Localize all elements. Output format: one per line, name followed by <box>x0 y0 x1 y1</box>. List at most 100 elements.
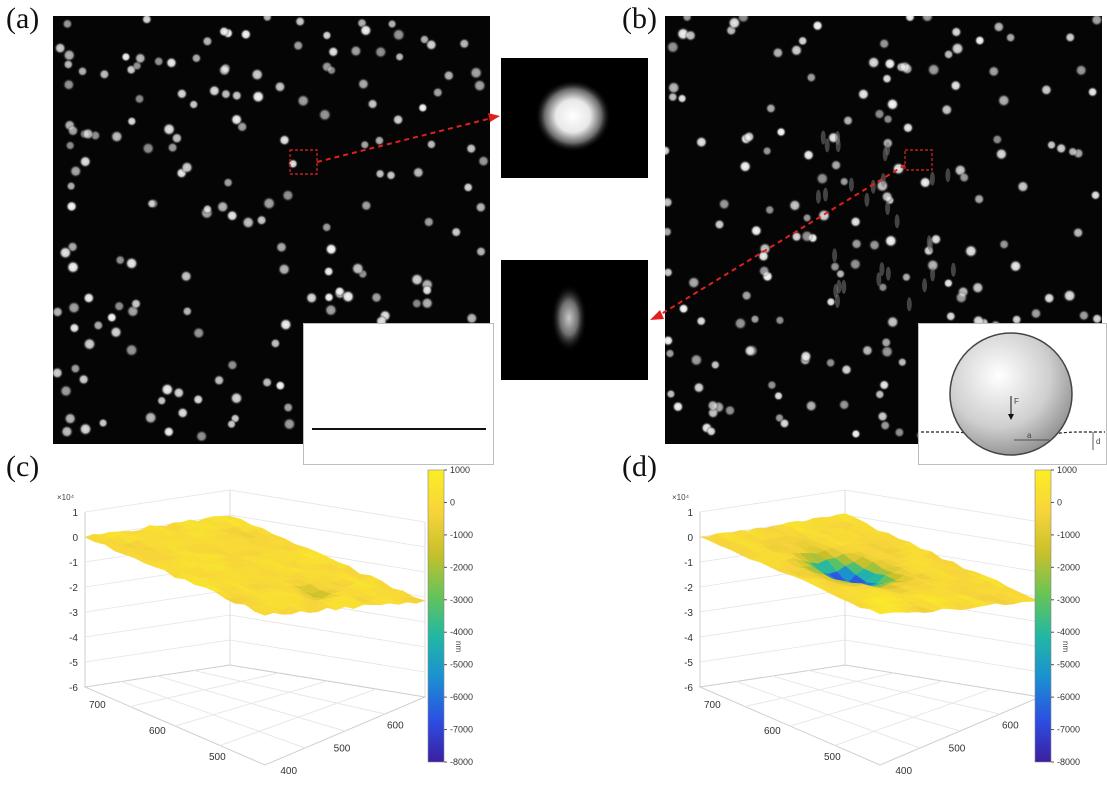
defocused-bead <box>894 214 900 229</box>
defocused-bead <box>906 297 912 312</box>
bead <box>296 94 310 108</box>
bead <box>62 59 74 70</box>
bead <box>317 107 332 122</box>
bead <box>885 97 900 112</box>
colorbar-tick-label: -5000 <box>450 660 473 670</box>
bead <box>179 269 193 283</box>
bead <box>926 62 941 77</box>
bead <box>1016 180 1030 194</box>
bead <box>425 38 438 51</box>
bead <box>893 426 905 438</box>
bead <box>920 16 934 23</box>
bead <box>665 348 676 359</box>
bead <box>81 127 95 141</box>
bead <box>141 16 153 25</box>
force-label: F <box>1014 397 1019 406</box>
radius-label: a <box>1027 431 1032 440</box>
bead <box>341 289 355 304</box>
colorbar-tick-label: 1000 <box>1057 465 1077 475</box>
bead <box>817 208 831 223</box>
defocused-bead <box>848 177 854 192</box>
bead <box>665 388 676 400</box>
bead <box>113 300 125 313</box>
bead <box>274 380 286 392</box>
bead <box>762 145 773 157</box>
bead <box>261 376 273 389</box>
bead <box>222 177 234 189</box>
bead <box>665 226 673 238</box>
bead <box>385 169 397 181</box>
bead <box>805 72 817 83</box>
bead <box>842 114 854 127</box>
bead <box>374 45 388 59</box>
colorbar-tick-label: 0 <box>450 497 455 507</box>
bead <box>774 315 786 326</box>
bead <box>279 317 293 332</box>
bead <box>1055 142 1068 155</box>
bead <box>766 379 778 391</box>
sphere <box>949 332 1073 456</box>
bead <box>1067 146 1078 157</box>
bead <box>692 381 706 394</box>
bead <box>124 256 139 271</box>
bead <box>374 135 385 146</box>
bead <box>292 39 304 52</box>
bead <box>262 196 277 211</box>
bead <box>220 88 232 100</box>
bead <box>950 41 965 56</box>
bead <box>82 337 97 351</box>
colorbar-tick-label: -4000 <box>450 627 473 637</box>
bead <box>799 349 813 363</box>
bead <box>326 65 337 76</box>
bead <box>811 19 824 32</box>
colorbar <box>427 469 445 763</box>
bead <box>665 196 674 209</box>
bead <box>294 16 306 28</box>
bead <box>282 417 297 431</box>
bead <box>422 216 435 228</box>
defocused-bead <box>841 279 847 294</box>
z-tick-label: 1 <box>72 508 78 519</box>
bead <box>218 63 231 77</box>
bead <box>876 410 889 423</box>
bead <box>392 113 405 126</box>
bead <box>262 16 273 23</box>
bead <box>170 132 183 145</box>
scale-bar <box>312 428 486 430</box>
colorbar-unit-label: nm <box>1061 641 1070 652</box>
bead <box>216 200 230 214</box>
bead <box>226 359 239 371</box>
bead <box>994 147 1008 161</box>
colorbar-tick-label: -3000 <box>450 595 473 605</box>
bead <box>426 139 437 150</box>
colorbar-tick-label: -3000 <box>1057 595 1080 605</box>
bead <box>1064 31 1076 43</box>
bead <box>146 198 157 209</box>
defocused-bead <box>823 187 828 202</box>
bead <box>450 226 462 238</box>
bead <box>229 391 244 406</box>
surface-mesh <box>84 515 426 616</box>
bead <box>208 84 221 98</box>
y-tick-label: 700 <box>89 700 106 711</box>
y-tick-label: 500 <box>824 752 841 763</box>
bead <box>684 29 697 42</box>
zoom-inset-top <box>501 58 648 178</box>
bead <box>897 357 908 368</box>
bead <box>883 57 897 71</box>
colorbar-tick-label: -2000 <box>1057 562 1080 572</box>
colorbar-tick-label: -7000 <box>1057 725 1080 735</box>
bead <box>940 103 954 117</box>
bead <box>802 212 813 223</box>
defocused-bead <box>832 248 838 263</box>
panel-label-d: (d) <box>622 450 657 483</box>
bead <box>462 181 474 193</box>
bead <box>469 65 483 80</box>
bead <box>880 344 894 359</box>
bead <box>370 291 383 304</box>
bead <box>1043 292 1056 305</box>
z-tick-label: -1 <box>69 558 78 569</box>
bead <box>273 80 287 94</box>
z-tick-label: -5 <box>684 658 693 669</box>
bead <box>110 129 124 144</box>
